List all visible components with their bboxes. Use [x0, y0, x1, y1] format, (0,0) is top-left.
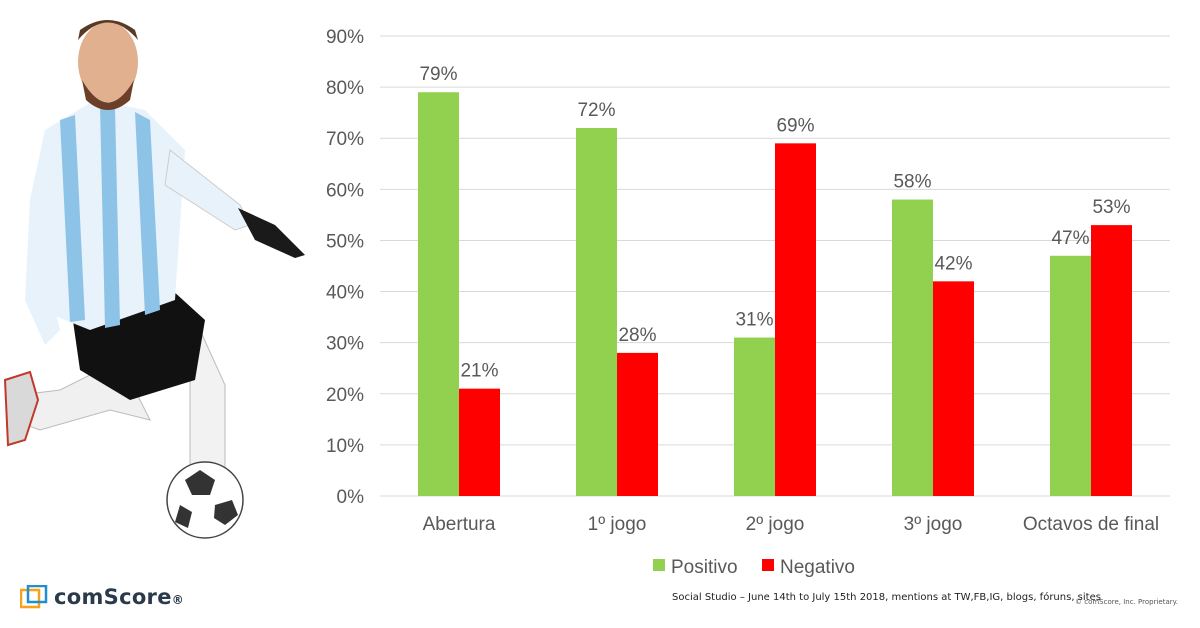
data-labels: 79% 21% 72% 28% 31% 69% 58% 42% 47%53%: [419, 64, 1130, 381]
copyright-note: © comScore, Inc. Proprietary.: [1075, 598, 1178, 606]
x-category-label: 2º jogo: [746, 514, 805, 535]
bar-positivo-0: [418, 92, 459, 496]
bar-negativo-3: [933, 281, 974, 496]
logo-text: comScore: [54, 585, 172, 609]
comscore-logo-text: comScore®: [54, 585, 184, 609]
comscore-logo-mark-icon: [20, 585, 48, 609]
data-label: 69%: [776, 115, 814, 136]
y-tick-label: 80%: [326, 78, 364, 99]
player-photo: [3, 20, 305, 539]
legend: Positivo Negativo: [653, 557, 855, 578]
legend-swatch-positivo: [653, 559, 665, 571]
x-category-label: Octavos de final: [1023, 514, 1159, 535]
x-category-label: 3º jogo: [904, 514, 963, 535]
bar-negativo-2: [775, 143, 816, 497]
y-tick-label: 50%: [326, 231, 364, 252]
y-axis-tick-labels: 0% 10% 20% 30% 40% 50% 60% 70% 80% 90%: [326, 27, 364, 508]
y-tick-label: 10%: [326, 436, 364, 457]
x-category-label: 1º jogo: [588, 514, 647, 535]
data-label: 21%: [460, 361, 498, 382]
data-label: 53%: [1092, 197, 1130, 218]
y-tick-label: 20%: [326, 385, 364, 406]
x-category-label: Abertura: [423, 514, 496, 535]
y-tick-label: 0%: [337, 487, 365, 508]
y-tick-label: 70%: [326, 129, 364, 150]
data-label: 31%: [735, 310, 773, 331]
bar-positivo-1: [576, 128, 617, 496]
data-label: 72%: [577, 100, 615, 121]
logo-registered-mark: ®: [171, 593, 185, 607]
legend-label-positivo: Positivo: [671, 557, 738, 578]
bar-positivo-4: [1050, 255, 1091, 496]
y-tick-label: 60%: [326, 180, 364, 201]
bar-negativo-4: [1091, 225, 1132, 496]
comscore-logo: comScore®: [20, 585, 184, 609]
data-label: 58%: [893, 172, 931, 193]
bar-positivo-3: [892, 199, 933, 497]
x-axis-category-labels: Abertura 1º jogo 2º jogo 3º jogo Octavos de …: [423, 514, 1160, 535]
legend-label-negativo: Negativo: [780, 557, 855, 578]
y-tick-label: 30%: [326, 334, 364, 355]
source-note: Social Studio – June 14th to July 15th 2…: [672, 592, 1101, 603]
data-label: 79%: [419, 64, 457, 85]
y-tick-label: 40%: [326, 283, 364, 304]
bar-positivo-2: [734, 337, 775, 496]
bar-negativo-0: [459, 388, 500, 496]
bar-negativo-1: [617, 352, 658, 496]
data-label: 47%: [1051, 228, 1089, 249]
data-label: 28%: [618, 325, 656, 346]
legend-swatch-negativo: [762, 559, 774, 571]
y-tick-label: 90%: [326, 27, 364, 48]
bars: [418, 92, 1132, 497]
data-label: 42%: [934, 253, 972, 274]
